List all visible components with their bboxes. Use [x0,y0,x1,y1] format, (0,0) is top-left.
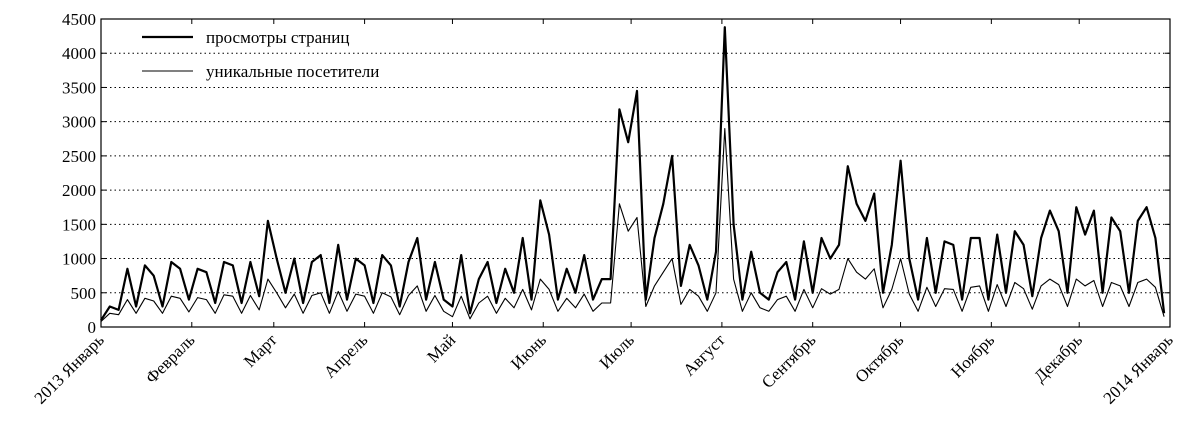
y-tick-label: 1500 [62,215,96,234]
y-tick-label: 3500 [62,78,96,97]
y-tick-label: 500 [71,284,97,303]
y-tick-label: 2000 [62,181,96,200]
series-line [100,127,1165,322]
x-tick-label: Сентябрь [758,330,820,392]
x-tick-label: Февраль [142,330,199,387]
x-tick-label: 2013 Январь [31,330,108,407]
y-tick-label: 0 [88,318,97,337]
x-tick-label: Июнь [507,330,550,373]
plot-frame [100,18,1171,328]
y-tick-label: 3000 [62,113,96,132]
x-tick-label: Июль [596,330,638,372]
y-tick-label: 4000 [62,44,96,63]
x-tick-label: Апрель [320,330,372,382]
x-tick-label: Октябрь [851,330,907,386]
x-tick-label: Март [240,330,281,371]
x-tick-label: Ноябрь [947,330,998,381]
x-tick-label: 2014 Январь [1100,330,1177,407]
legend-label: просмотры страниц [206,28,349,47]
y-tick-label: 1000 [62,250,96,269]
x-tick-label: Декабрь [1030,330,1086,386]
x-tick-label: Август [679,330,729,380]
y-tick-label: 4500 [62,10,96,29]
legend-label: уникальные посетители [206,62,379,81]
x-tick-label: Май [423,330,459,366]
y-tick-label: 2500 [62,147,96,166]
series-line [100,26,1166,321]
